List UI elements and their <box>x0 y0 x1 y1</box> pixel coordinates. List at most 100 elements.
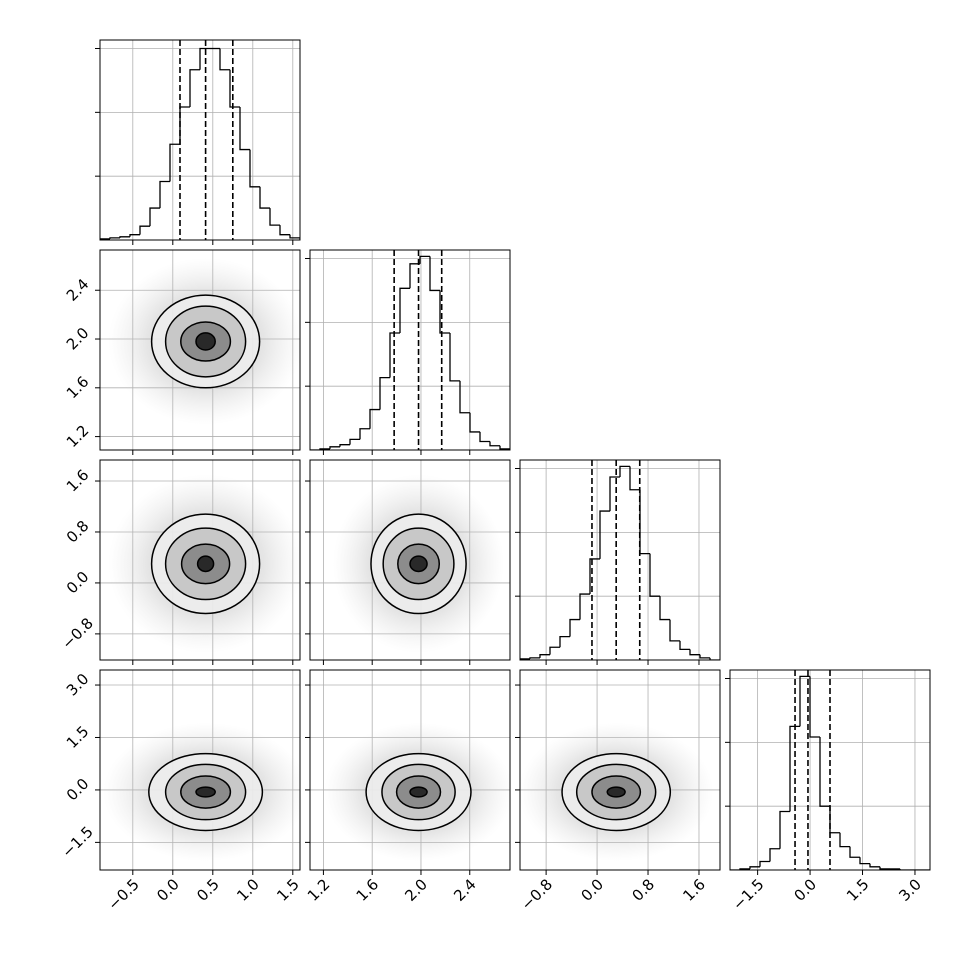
histogram-bin <box>679 640 690 651</box>
histogram-bin <box>219 48 230 71</box>
histogram-bin <box>709 657 720 660</box>
x-tick-label: −0.8 <box>518 875 556 913</box>
histogram-bin <box>269 208 280 226</box>
y-tick-label: 0.0 <box>63 775 93 805</box>
histogram-bin <box>199 47 210 70</box>
contour <box>606 786 626 798</box>
histogram-bin <box>689 649 700 656</box>
histogram-bin <box>539 654 550 658</box>
histogram-bin <box>649 553 660 597</box>
x-tick-label: 0.8 <box>628 875 658 905</box>
panel-frame <box>729 669 931 871</box>
x-tick-label: 3.0 <box>895 875 925 905</box>
panel <box>310 670 510 870</box>
histogram-bin <box>359 428 370 440</box>
x-tick-label: 1.5 <box>273 875 303 905</box>
histogram-bin <box>479 431 490 443</box>
x-tick-label: 1.0 <box>233 875 263 905</box>
histogram-bin <box>109 237 120 239</box>
histogram-bin <box>629 466 640 491</box>
x-tick-label: −0.5 <box>104 875 142 913</box>
x-tick-label: 0.0 <box>577 875 607 905</box>
histogram-bin <box>429 256 440 292</box>
y-tick-label: 1.2 <box>63 421 93 451</box>
x-tick-label: 1.5 <box>843 875 873 905</box>
histogram-bin <box>469 412 480 433</box>
panel <box>100 250 300 450</box>
y-tick-label: 2.0 <box>63 324 93 354</box>
panel-frame <box>99 669 301 871</box>
histogram-bin <box>520 658 530 660</box>
histogram-bin <box>819 737 830 807</box>
histogram-bin <box>139 225 150 235</box>
histogram-bin <box>859 857 870 865</box>
histogram-bin <box>779 810 790 849</box>
histogram-bin <box>809 676 820 738</box>
panel-frame <box>519 669 721 871</box>
y-tick-label: −1.5 <box>58 823 96 861</box>
histogram-bin <box>399 287 410 333</box>
x-tick-label: −1.5 <box>729 875 767 913</box>
y-tick-label: 2.4 <box>63 275 93 305</box>
histogram-bin <box>499 445 510 450</box>
contour <box>196 555 215 573</box>
histogram-bin <box>549 646 560 655</box>
y-tick-label: 1.6 <box>63 466 93 496</box>
histogram-bin <box>419 255 430 264</box>
panel <box>520 460 720 660</box>
panel <box>100 460 300 660</box>
y-tick-label: −0.8 <box>58 614 96 652</box>
histogram-bin <box>389 332 400 378</box>
x-tick-label: 1.2 <box>304 875 334 905</box>
histogram-bin <box>879 866 890 870</box>
histogram-bin <box>409 263 420 289</box>
contour <box>195 332 216 351</box>
histogram-bin <box>579 593 590 620</box>
histogram-bin <box>699 654 710 659</box>
panel-frame <box>309 669 511 871</box>
histogram-bin <box>489 441 500 447</box>
y-tick-label: 3.0 <box>63 670 93 700</box>
histogram-bin <box>839 832 850 848</box>
x-tick-label: 0.0 <box>153 875 183 905</box>
histogram-bin <box>149 207 160 227</box>
panel-frame <box>99 39 301 241</box>
histogram-bin <box>609 476 620 512</box>
histogram-bin <box>749 866 760 869</box>
contour <box>409 555 428 573</box>
histogram-bin <box>129 234 140 237</box>
histogram-bin <box>789 725 800 812</box>
x-tick-label: 0.5 <box>193 875 223 905</box>
histogram-bin <box>459 380 470 414</box>
panel-frame <box>309 249 511 451</box>
histogram-bin <box>559 635 570 648</box>
histogram-bin <box>759 860 770 867</box>
histogram-bin <box>279 225 290 236</box>
x-tick-label: 0.0 <box>790 875 820 905</box>
histogram-bin <box>339 444 350 447</box>
panel <box>310 250 510 450</box>
histogram-bin <box>849 846 860 858</box>
panel-frame <box>99 249 301 451</box>
histogram-bin <box>349 438 360 445</box>
histogram-bin <box>669 619 680 642</box>
histogram-bin <box>249 149 260 188</box>
contour <box>409 786 428 798</box>
histogram-bin <box>329 446 340 449</box>
histogram-bin <box>619 465 630 478</box>
histogram-bin <box>259 186 270 209</box>
histogram-bin <box>169 143 180 182</box>
histogram-bin <box>799 675 810 727</box>
histogram-bin <box>159 180 170 209</box>
histogram-bin <box>189 69 200 108</box>
contour <box>195 786 216 798</box>
histogram-bin <box>229 69 240 108</box>
x-tick-label: 2.4 <box>450 875 480 905</box>
histogram-bin <box>869 863 880 868</box>
histogram-bin <box>379 377 390 410</box>
histogram-bin <box>829 806 840 834</box>
histogram-bin <box>569 618 580 637</box>
panel <box>730 670 930 870</box>
histogram-bin <box>769 848 780 862</box>
